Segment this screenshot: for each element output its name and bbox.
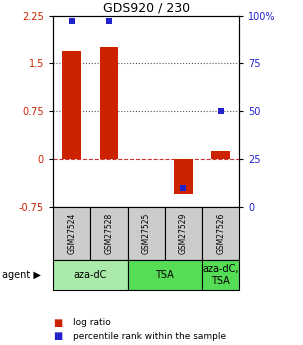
Bar — [174, 159, 193, 194]
Text: GSM27526: GSM27526 — [216, 213, 225, 254]
Text: GSM27524: GSM27524 — [67, 213, 76, 254]
Text: GSM27529: GSM27529 — [179, 213, 188, 254]
Text: percentile rank within the sample: percentile rank within the sample — [73, 332, 226, 341]
Bar — [62, 51, 81, 159]
Text: aza-dC,
TSA: aza-dC, TSA — [202, 264, 239, 286]
Bar — [211, 151, 230, 159]
Text: log ratio: log ratio — [73, 318, 111, 327]
Text: agent ▶: agent ▶ — [2, 270, 40, 280]
Text: ■: ■ — [53, 318, 62, 327]
Title: GDS920 / 230: GDS920 / 230 — [103, 1, 190, 14]
Text: TSA: TSA — [155, 270, 174, 280]
Text: ■: ■ — [53, 332, 62, 341]
Bar — [100, 47, 118, 159]
Text: aza-dC: aza-dC — [74, 270, 107, 280]
Text: GSM27528: GSM27528 — [105, 213, 113, 254]
Text: GSM27525: GSM27525 — [142, 213, 151, 254]
